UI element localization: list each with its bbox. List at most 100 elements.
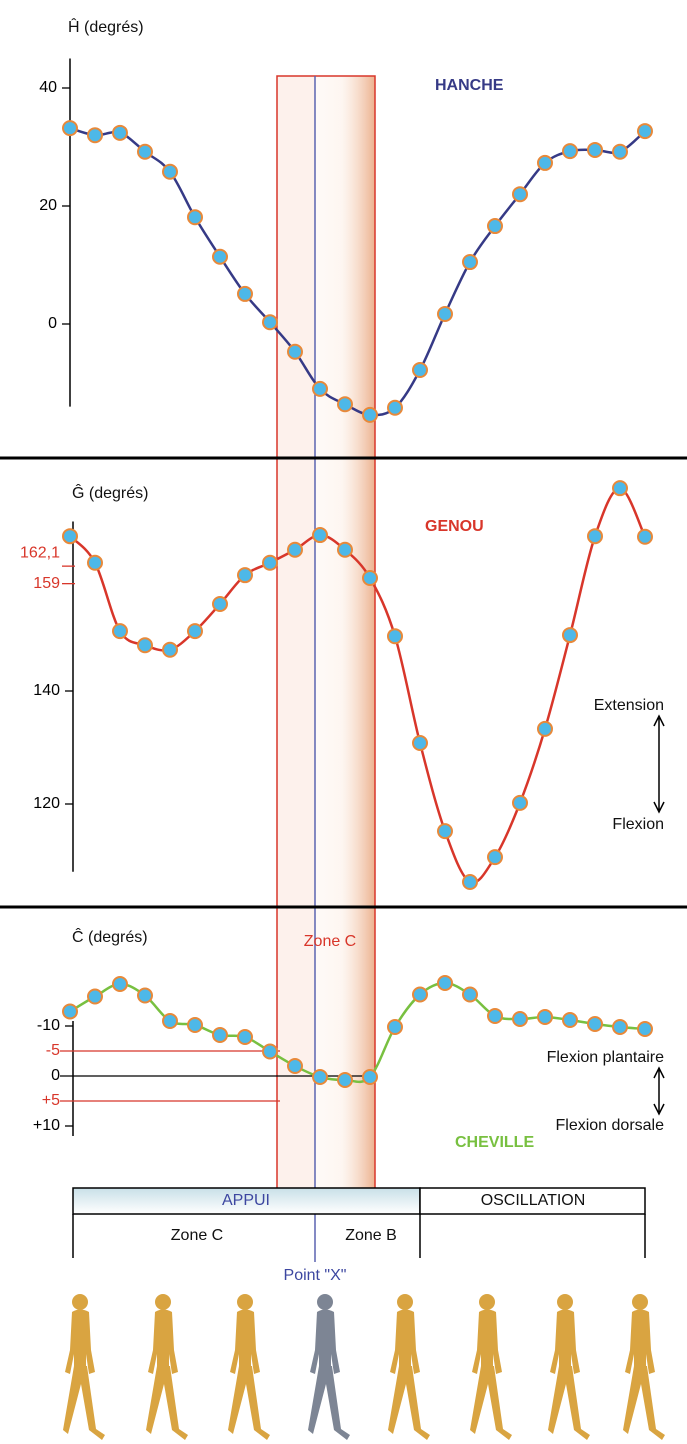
- data-point: [337, 1072, 353, 1088]
- walkers: [63, 1294, 665, 1440]
- data-point: [62, 120, 78, 137]
- data-point: [462, 986, 478, 1003]
- series-label: HANCHE: [435, 77, 504, 94]
- data-point: [62, 1003, 78, 1020]
- y-tick-label: -10: [37, 1017, 60, 1034]
- data-point: [312, 1069, 328, 1085]
- data-point: [612, 480, 628, 497]
- data-point: [287, 541, 303, 558]
- data-point: [287, 343, 303, 360]
- data-point: [112, 623, 128, 640]
- phase-ticks: [72, 1214, 646, 1258]
- y-tick-label: 40: [39, 79, 57, 96]
- data-point: [437, 305, 453, 322]
- data-point: [87, 127, 103, 144]
- data-point: [387, 1019, 403, 1035]
- data-point: [512, 794, 528, 811]
- data-point: [512, 1011, 528, 1027]
- oscillation-box: [419, 1187, 646, 1215]
- phase-label: APPUI: [222, 1192, 270, 1209]
- y-tick-label: 0: [51, 1067, 60, 1084]
- data-point: [437, 975, 453, 991]
- data-point: [237, 567, 253, 584]
- subphase-label: Zone B: [345, 1227, 397, 1244]
- walker-x: [308, 1294, 350, 1440]
- data-point: [412, 362, 428, 379]
- data-point: [587, 141, 603, 158]
- data-point: [137, 143, 153, 160]
- data-point: [262, 314, 278, 331]
- series-label: CHEVILLE: [455, 1134, 534, 1151]
- annotation: Flexion dorsale: [556, 1117, 665, 1134]
- data-point: [312, 527, 328, 544]
- y-axis-label: Ĥ (degrés): [68, 17, 144, 36]
- data-point: [362, 570, 378, 586]
- data-point: [387, 399, 403, 416]
- data-point: [437, 823, 453, 840]
- arrow: [653, 714, 665, 814]
- y-tick-label: 0: [48, 315, 57, 332]
- walker: [228, 1294, 270, 1440]
- point-label: Point "X": [284, 1267, 347, 1284]
- data-point: [562, 627, 578, 644]
- data-point: [137, 987, 153, 1004]
- data-point: [187, 1017, 203, 1033]
- y-tick-label: +10: [33, 1117, 60, 1134]
- data-point: [537, 1009, 553, 1025]
- data-point: [612, 1019, 628, 1035]
- y-tick-label: 140: [33, 682, 60, 699]
- y-tick-label: 120: [33, 795, 60, 812]
- data-point: [562, 1012, 578, 1028]
- data-point: [612, 143, 628, 160]
- data-point: [212, 248, 228, 265]
- walker: [63, 1294, 105, 1440]
- data-point: [637, 1021, 653, 1037]
- annotation: Flexion plantaire: [547, 1049, 665, 1066]
- data-point: [462, 873, 478, 890]
- data-point: [87, 554, 103, 571]
- data-point: [87, 988, 103, 1005]
- data-point: [162, 641, 178, 658]
- data-point: [262, 554, 278, 571]
- subphase-label: Zone C: [171, 1227, 223, 1244]
- annotation: Extension: [594, 697, 664, 714]
- series-label: GENOU: [425, 518, 484, 535]
- data-point: [237, 285, 253, 302]
- data-point: [187, 209, 203, 226]
- reference-tick-label: 162,1: [20, 544, 60, 561]
- data-point: [637, 528, 653, 545]
- reference-tick-label: 159: [33, 575, 60, 592]
- walker: [388, 1294, 430, 1440]
- walker: [470, 1294, 512, 1440]
- data-point: [337, 396, 353, 413]
- walker: [146, 1294, 188, 1440]
- data-point: [487, 1008, 503, 1024]
- data-point: [412, 986, 428, 1003]
- walker: [623, 1294, 665, 1440]
- data-point: [562, 143, 578, 160]
- data-point: [112, 124, 128, 141]
- data-point: [362, 406, 378, 423]
- phase-label: OSCILLATION: [481, 1192, 586, 1209]
- arrow: [653, 1066, 665, 1116]
- data-point: [112, 976, 128, 992]
- data-point: [537, 720, 553, 737]
- data-point: [337, 541, 353, 558]
- y-axis-label: Ĝ (degrés): [72, 483, 148, 502]
- data-point: [212, 595, 228, 612]
- data-point: [487, 849, 503, 866]
- data-point: [487, 218, 503, 235]
- data-point: [362, 1069, 378, 1085]
- y-tick-label: 20: [39, 197, 57, 214]
- data-point: [537, 154, 553, 171]
- appui-box: [72, 1187, 421, 1215]
- zone-c-fill: [277, 76, 315, 1213]
- data-point: [462, 254, 478, 271]
- data-point: [62, 528, 78, 545]
- y-tick-label: +5: [42, 1092, 60, 1109]
- data-point: [262, 1043, 278, 1060]
- data-point: [162, 1013, 178, 1029]
- data-point: [387, 628, 403, 645]
